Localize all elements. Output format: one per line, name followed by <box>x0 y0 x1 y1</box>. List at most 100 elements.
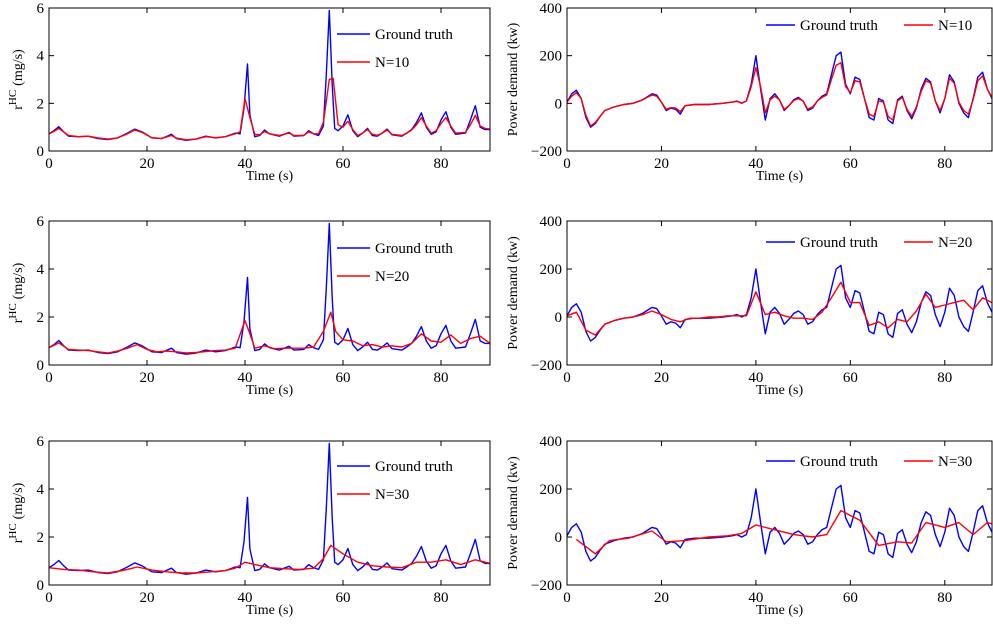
chart-panel-1: 0 20 40 60 80 0 2 4 6 Time (s) rHC(mg/s) Ground tru… <box>7 1 491 184</box>
x-tick-label: 80 <box>937 156 952 172</box>
legend-label: Ground truth <box>800 454 878 470</box>
chart-panel-3: 0 20 40 60 80 0 2 4 6 Time (s) rHC(mg/s) Ground tru… <box>7 214 491 398</box>
x-tick-label: 20 <box>654 590 669 606</box>
chart-panel-5: 0 20 40 60 80 0 2 4 6 Time (s) rHC(mg/s) Ground tru… <box>7 434 491 618</box>
y-tick-label: 0 <box>555 96 563 112</box>
y-axis-label: rHC(mg/s) <box>7 262 26 323</box>
x-tick-label: 0 <box>563 590 571 606</box>
axes-box <box>566 7 993 152</box>
y-tick-label: 200 <box>540 49 563 65</box>
legend-label: Ground truth <box>375 459 453 475</box>
legend-label: N=20 <box>375 269 409 285</box>
legend-label: Ground truth <box>800 235 878 251</box>
y-tick-label: 0 <box>555 310 563 326</box>
y-tick-label: 400 <box>540 434 563 450</box>
y-tick-label: 4 <box>37 482 45 498</box>
legend-label: N=10 <box>375 55 409 71</box>
y-tick-label: 0 <box>37 578 45 594</box>
x-tick-label: 40 <box>238 156 253 172</box>
legend: Ground truth N=10 <box>766 18 972 34</box>
x-tick-label: 0 <box>45 590 53 606</box>
series-line-ground-truth <box>567 484 992 562</box>
series-line-ground-truth <box>567 51 992 128</box>
y-tick-label: 400 <box>540 1 563 17</box>
y-tick-label: −200 <box>531 358 562 374</box>
x-tick-label: 60 <box>843 156 858 172</box>
x-tick-label: 20 <box>140 370 155 386</box>
axes-box <box>48 7 491 152</box>
x-axis-label: Time (s) <box>246 383 294 398</box>
x-tick-label: 40 <box>238 590 253 606</box>
x-tick-label: 20 <box>654 370 669 386</box>
legend: Ground truth N=10 <box>337 27 453 71</box>
series-line-estimate <box>49 544 490 574</box>
y-tick-label: 0 <box>555 530 563 546</box>
series-line-estimate <box>49 311 490 354</box>
y-axis-label: Power demand (kw) <box>506 22 521 136</box>
y-tick-label: 6 <box>37 1 45 17</box>
x-tick-label: 20 <box>140 590 155 606</box>
x-tick-label: 80 <box>937 590 952 606</box>
series-line-estimate <box>49 77 490 141</box>
x-tick-label: 20 <box>140 156 155 172</box>
x-axis-label: Time (s) <box>756 383 804 398</box>
x-tick-label: 80 <box>434 156 449 172</box>
x-axis-label: Time (s) <box>756 603 804 618</box>
axes-box <box>48 440 491 586</box>
x-tick-label: 40 <box>748 370 763 386</box>
x-axis-label: Time (s) <box>756 169 804 184</box>
x-tick-label: 20 <box>654 156 669 172</box>
axes-box <box>566 220 993 366</box>
legend-label: N=10 <box>938 18 972 34</box>
x-axis-label: Time (s) <box>246 169 294 184</box>
y-axis-label: Power demand (kw) <box>506 456 521 570</box>
x-tick-label: 0 <box>563 370 571 386</box>
x-tick-label: 0 <box>45 370 53 386</box>
axes-box <box>566 440 993 586</box>
y-tick-label: 2 <box>37 96 45 112</box>
x-tick-label: 60 <box>843 590 858 606</box>
x-tick-label: 80 <box>434 590 449 606</box>
legend-label: Ground truth <box>375 27 453 43</box>
legend: Ground truth N=20 <box>766 235 972 251</box>
y-tick-label: 200 <box>540 262 563 278</box>
x-axis-label: Time (s) <box>246 603 294 618</box>
y-tick-label: 400 <box>540 214 563 230</box>
x-tick-label: 60 <box>843 370 858 386</box>
legend: Ground truth N=20 <box>337 241 453 285</box>
legend-label: Ground truth <box>800 18 878 34</box>
y-tick-label: 6 <box>37 434 45 450</box>
y-axis-label: Power demand (kw) <box>506 236 521 350</box>
legend-label: N=20 <box>938 235 972 251</box>
series-line-estimate <box>567 281 992 336</box>
x-tick-label: 40 <box>748 590 763 606</box>
series-line-ground-truth <box>567 264 992 342</box>
series-line-estimate <box>567 62 992 127</box>
y-tick-label: 6 <box>37 214 45 230</box>
axes-box <box>48 220 491 366</box>
legend-label: N=30 <box>938 454 972 470</box>
x-tick-label: 0 <box>45 156 53 172</box>
y-axis-label: rHC(mg/s) <box>7 49 26 110</box>
y-tick-label: 2 <box>37 310 45 326</box>
y-tick-label: 0 <box>37 144 45 160</box>
y-tick-label: 0 <box>37 358 45 374</box>
y-tick-label: 4 <box>37 49 45 65</box>
x-tick-label: 0 <box>563 156 571 172</box>
legend: Ground truth N=30 <box>766 454 972 470</box>
x-tick-label: 40 <box>238 370 253 386</box>
y-tick-label: 2 <box>37 530 45 546</box>
x-tick-label: 80 <box>434 370 449 386</box>
series-line-estimate <box>575 509 992 555</box>
x-tick-label: 80 <box>937 370 952 386</box>
x-tick-label: 60 <box>336 370 351 386</box>
x-tick-label: 60 <box>336 156 351 172</box>
y-tick-label: −200 <box>531 578 562 594</box>
x-tick-label: 40 <box>748 156 763 172</box>
legend-label: Ground truth <box>375 241 453 257</box>
x-tick-label: 60 <box>336 590 351 606</box>
